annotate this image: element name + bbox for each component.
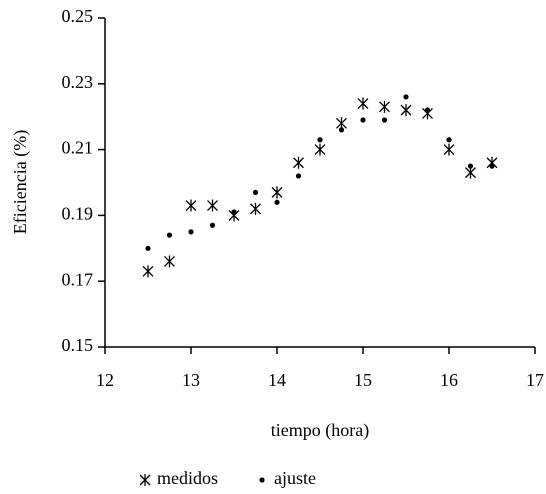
legend-item (259, 477, 265, 483)
point (443, 143, 455, 156)
point (293, 156, 304, 169)
marker-dot (467, 163, 474, 169)
marker-dot (360, 117, 366, 123)
marker-dot (259, 477, 265, 483)
point (379, 100, 390, 113)
x-tick-label: 13 (182, 370, 200, 390)
point (209, 222, 216, 228)
marker-dot (317, 137, 323, 143)
marker-dot (252, 189, 259, 195)
y-axis-label: Eficiencia (%) (10, 130, 31, 234)
x-tick-label: 14 (268, 370, 286, 390)
point (145, 245, 151, 251)
point (446, 137, 452, 143)
marker-dot (489, 163, 495, 169)
point (424, 107, 431, 113)
point (185, 199, 197, 212)
point (317, 137, 323, 143)
point (357, 97, 369, 110)
point (188, 229, 194, 235)
marker-dot (209, 222, 216, 228)
legend-label: ajuste (274, 468, 316, 488)
marker-dot (381, 117, 388, 123)
point (231, 209, 237, 215)
marker-dot (188, 229, 194, 235)
x-tick-label: 17 (526, 370, 544, 390)
marker-dot (446, 137, 452, 143)
marker-dot (166, 232, 173, 238)
x-tick-label: 15 (354, 370, 372, 390)
y-tick-label: 0.23 (62, 72, 94, 92)
point (250, 202, 261, 215)
point (338, 127, 345, 133)
point (467, 163, 474, 169)
marker-dot (424, 107, 431, 113)
marker-dot (295, 173, 302, 179)
point (166, 232, 173, 238)
point (381, 117, 388, 123)
legend-label: medidos (157, 468, 218, 488)
x-tick-label: 16 (440, 370, 458, 390)
point (252, 189, 259, 195)
marker-dot (231, 209, 237, 215)
y-tick-label: 0.15 (62, 335, 94, 355)
point (295, 173, 302, 179)
point (271, 186, 283, 199)
point (314, 143, 326, 156)
marker-dot (145, 245, 151, 251)
point (489, 163, 495, 169)
x-axis-label: tiempo (hora) (271, 420, 369, 441)
marker-dot (274, 199, 280, 205)
y-tick-label: 0.19 (62, 204, 94, 224)
point (164, 255, 175, 268)
marker-dot (338, 127, 345, 133)
point (207, 199, 218, 212)
marker-dot (403, 94, 409, 100)
x-tick-label: 12 (96, 370, 114, 390)
point (403, 94, 409, 100)
y-tick-label: 0.25 (62, 6, 94, 26)
y-tick-label: 0.17 (62, 269, 94, 289)
point (142, 265, 154, 278)
point (360, 117, 366, 123)
point (274, 199, 280, 205)
y-tick-label: 0.21 (62, 138, 94, 158)
legend-item (139, 474, 151, 486)
point (400, 104, 412, 117)
